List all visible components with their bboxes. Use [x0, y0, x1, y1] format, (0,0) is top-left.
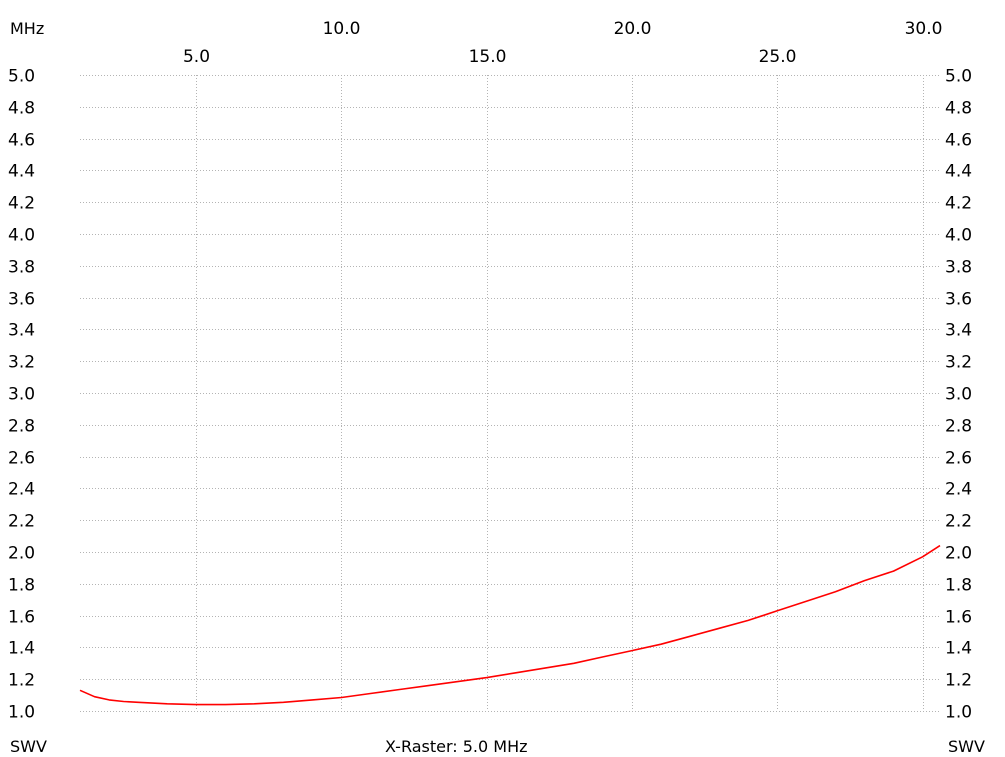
y-tick-label-left: 4.0	[8, 226, 35, 246]
y-tick-label-right: 1.0	[945, 703, 972, 723]
x-tick-label: 25.0	[759, 47, 797, 67]
y-tick-label-right: 3.4	[945, 321, 972, 341]
left-axis-name: SWV	[10, 737, 47, 756]
y-tick-label-left: 1.4	[8, 639, 35, 659]
y-tick-label-right: 4.2	[945, 194, 972, 214]
y-tick-label-left: 2.8	[8, 417, 35, 437]
y-tick-label-left: 3.0	[8, 385, 35, 405]
y-tick-label-right: 4.0	[945, 226, 972, 246]
y-tick-label-left: 4.8	[8, 99, 35, 119]
x-unit-label: MHz	[10, 19, 44, 38]
y-tick-label-right: 1.6	[945, 608, 972, 628]
y-tick-label-right: 2.8	[945, 417, 972, 437]
x-raster-label: X-Raster: 5.0 MHz	[385, 737, 528, 756]
y-tick-label-left: 4.4	[8, 162, 35, 182]
y-tick-label-right: 4.4	[945, 162, 972, 182]
y-tick-label-right: 2.2	[945, 512, 972, 532]
y-tick-label-right: 3.0	[945, 385, 972, 405]
y-tick-label-right: 1.8	[945, 576, 972, 596]
x-tick-label: 5.0	[183, 47, 210, 67]
x-tick-label: 30.0	[905, 19, 943, 39]
grid	[80, 75, 940, 712]
y-tick-label-left: 3.4	[8, 321, 35, 341]
y-tick-label-right: 1.2	[945, 671, 972, 691]
x-tick-label: 15.0	[469, 47, 507, 67]
x-tick-label: 10.0	[323, 19, 361, 39]
y-tick-label-left: 2.0	[8, 544, 35, 564]
series-layer	[79, 544, 941, 706]
right-axis-name: SWV	[948, 737, 985, 756]
y-tick-label-left: 3.2	[8, 353, 35, 373]
y-tick-label-left: 5.0	[8, 67, 35, 87]
y-tick-label-left: 3.6	[8, 290, 35, 310]
tick-labels: 5.0 5.0 4.8 4.8 4.6 4.6 4.4 4.4 4.2 4.2 4.0 4.0 3.8 3…	[8, 19, 972, 723]
y-tick-label-right: 2.4	[945, 480, 972, 500]
y-tick-label-left: 1.8	[8, 576, 35, 596]
y-tick-label-right: 3.8	[945, 258, 972, 278]
y-tick-label-right: 3.6	[945, 290, 972, 310]
y-tick-label-left: 1.2	[8, 671, 35, 691]
y-tick-label-left: 1.0	[8, 703, 35, 723]
y-tick-label-left: 2.2	[8, 512, 35, 532]
y-tick-label-right: 2.6	[945, 449, 972, 469]
y-tick-label-right: 4.8	[945, 99, 972, 119]
y-tick-label-left: 2.6	[8, 449, 35, 469]
y-tick-label-right: 1.4	[945, 639, 972, 659]
y-tick-label-left: 1.6	[8, 608, 35, 628]
y-tick-label-right: 4.6	[945, 131, 972, 151]
y-tick-label-right: 3.2	[945, 353, 972, 373]
y-tick-label-left: 2.4	[8, 480, 35, 500]
y-tick-label-left: 4.6	[8, 131, 35, 151]
swr-trace	[79, 544, 941, 706]
y-tick-label-left: 4.2	[8, 194, 35, 214]
y-tick-label-right: 2.0	[945, 544, 972, 564]
y-tick-label-right: 5.0	[945, 67, 972, 87]
x-tick-label: 20.0	[614, 19, 652, 39]
y-tick-label-left: 3.8	[8, 258, 35, 278]
